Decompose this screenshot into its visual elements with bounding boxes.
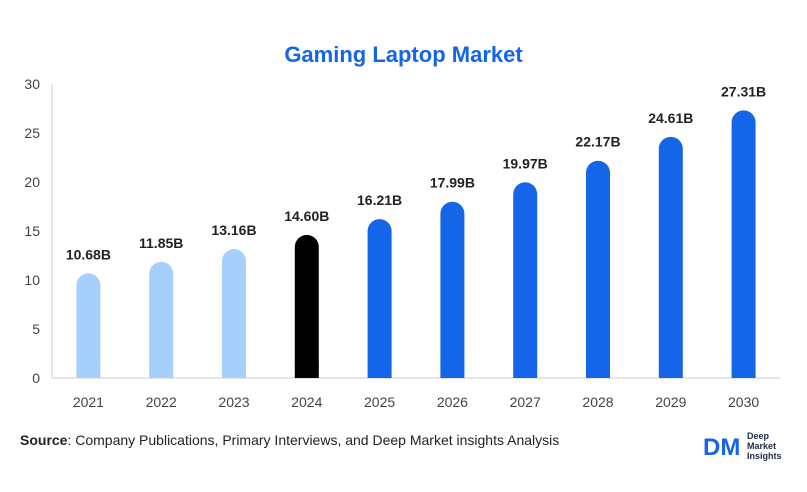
bar-value-label: 24.61B	[648, 110, 693, 126]
x-tick-label: 2030	[728, 394, 759, 410]
bar-2029	[658, 136, 683, 378]
y-tick-label: 15	[24, 223, 40, 239]
x-tick-label: 2022	[146, 394, 177, 410]
y-tick-label: 20	[24, 174, 40, 190]
bar-2030	[731, 110, 756, 378]
chart-title: Gaming Laptop Market	[284, 42, 523, 67]
source-note: Source: Company Publications, Primary In…	[20, 432, 559, 448]
logo-line-2: Market	[747, 441, 777, 451]
source-label: Source	[20, 432, 68, 448]
logo-line-1: Deep	[747, 431, 770, 441]
x-tick-label: 2021	[73, 394, 104, 410]
x-axis: 2021 2022 2023 2024 2025 2026 2027 2028 2029 2030	[52, 377, 780, 410]
bar-2021	[76, 273, 101, 378]
bar-base-2022	[149, 366, 174, 378]
logo-line-3: Insights	[747, 451, 782, 461]
logo-mark-icon: DM	[703, 434, 740, 460]
logo-wordmark: Deep Market Insights	[747, 431, 782, 461]
bar-value-label: 16.21B	[357, 192, 402, 208]
bar-base-2021	[76, 366, 101, 378]
x-tick-label: 2024	[291, 394, 322, 410]
bar-base-2023	[222, 366, 246, 378]
bar-2027	[513, 182, 538, 378]
y-tick-label: 30	[24, 76, 40, 92]
y-axis: 0 5 10 15 20 25 30	[24, 76, 53, 386]
bar-value-label: 27.31B	[721, 83, 766, 99]
bars-group	[76, 110, 756, 378]
bar-base-2026	[440, 366, 465, 378]
bar-base-2027	[513, 366, 538, 378]
x-tick-label: 2028	[582, 394, 613, 410]
brand-logo: DM Deep Market Insights	[703, 426, 793, 466]
y-tick-label: 0	[32, 370, 40, 386]
bar-base-2029	[658, 366, 683, 378]
x-tick-label: 2023	[218, 394, 249, 410]
bar-value-label: 10.68B	[66, 246, 111, 262]
x-tick-label: 2027	[510, 394, 541, 410]
x-tick-label: 2029	[655, 394, 686, 410]
bar-base-2028	[586, 366, 610, 378]
y-tick-label: 25	[24, 125, 40, 141]
x-tick-label: 2026	[437, 394, 468, 410]
bar-base-2024	[294, 366, 319, 378]
x-tick-label: 2025	[364, 394, 395, 410]
y-tick-label: 5	[32, 321, 40, 337]
bar-2026	[440, 201, 465, 378]
bar-labels-group: 10.68B 11.85B 13.16B 14.60B 16.21B 17.99B 19.9…	[66, 83, 766, 262]
source-text: : Company Publications, Primary Intervie…	[67, 432, 560, 448]
bar-value-label: 17.99B	[430, 175, 475, 191]
logo-mark-text: DM	[703, 434, 740, 460]
bar-value-label: 19.97B	[503, 155, 548, 171]
bar-value-label: 11.85B	[139, 235, 183, 251]
bar-2028	[586, 160, 610, 378]
bar-base-2025	[367, 366, 392, 378]
bar-value-label: 13.16B	[211, 222, 256, 238]
bar-base-2030	[731, 366, 756, 378]
bar-2025	[367, 219, 392, 378]
y-tick-label: 10	[24, 272, 40, 288]
bar-2022	[149, 261, 174, 378]
bar-2024	[294, 234, 319, 378]
bar-value-label: 14.60B	[284, 208, 329, 224]
bar-2023	[222, 249, 246, 378]
bar-value-label: 22.17B	[575, 134, 620, 150]
